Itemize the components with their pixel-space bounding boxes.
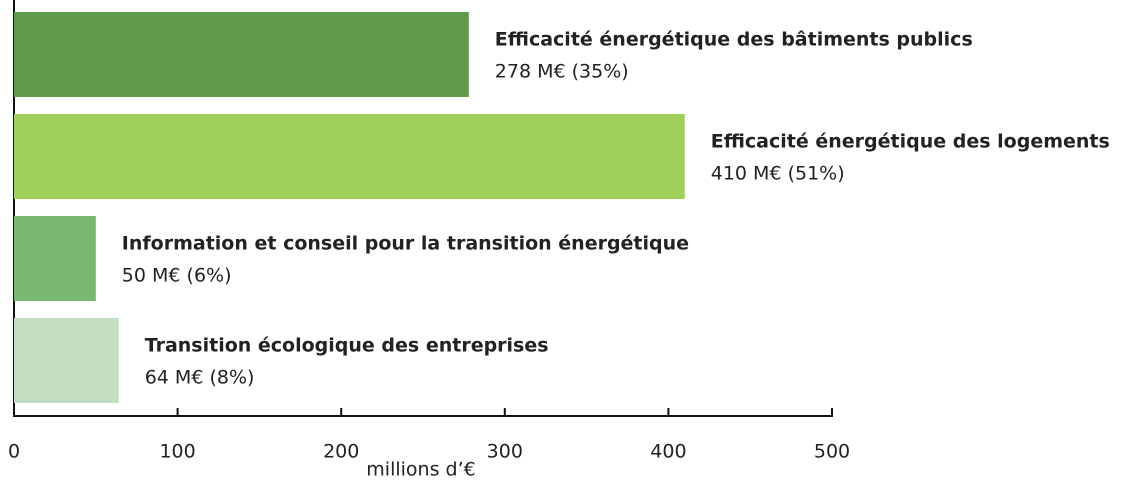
bar-category-label: Efficacité énergétique des logements — [711, 131, 1110, 153]
x-tick-label: 200 — [323, 441, 359, 463]
x-axis-title: millions d’€ — [366, 459, 475, 481]
bar-value-label: 50 M€ (6%) — [122, 265, 232, 287]
bar — [14, 114, 685, 199]
bar — [14, 216, 96, 301]
bar-category-label: Transition écologique des entreprises — [145, 335, 549, 357]
x-tick-label: 100 — [159, 441, 195, 463]
x-tick-label: 400 — [650, 441, 686, 463]
bar — [14, 318, 119, 403]
bar-value-label: 410 M€ (51%) — [711, 163, 845, 185]
x-tick-label: 0 — [8, 441, 20, 463]
bar-value-label: 278 M€ (35%) — [495, 61, 629, 83]
x-tick-label: 500 — [814, 441, 850, 463]
bar — [14, 12, 469, 97]
bar-value-label: 64 M€ (8%) — [145, 367, 255, 389]
bar-category-label: Information et conseil pour la transitio… — [122, 233, 689, 255]
x-tick-label: 300 — [487, 441, 523, 463]
bar-category-label: Efficacité énergétique des bâtiments pub… — [495, 29, 973, 51]
